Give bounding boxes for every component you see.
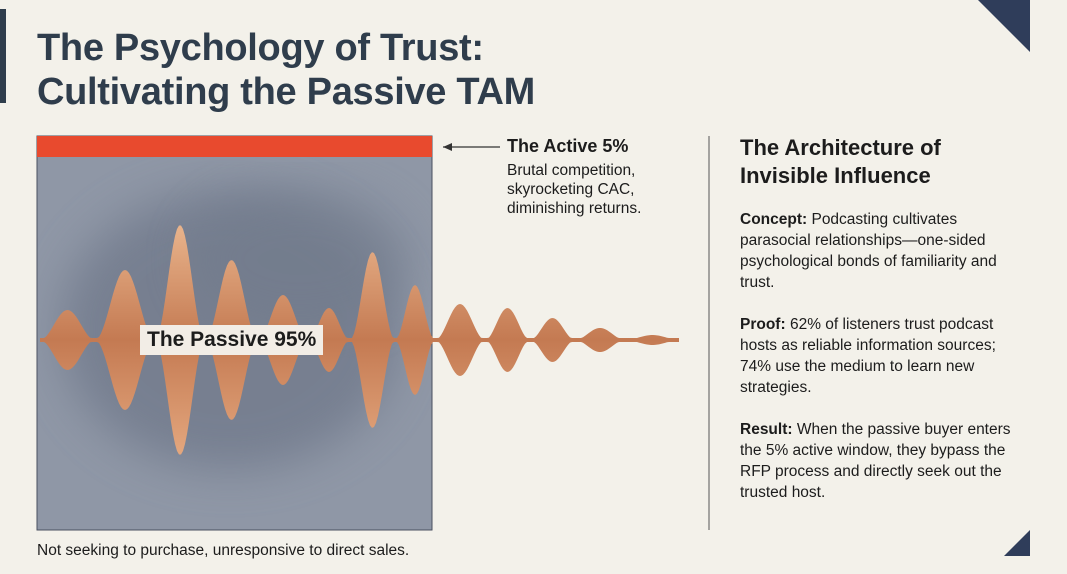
title: The Psychology of Trust: Cultivating the… xyxy=(37,26,535,114)
sidebar-items: Concept: Podcasting cultivates parasocia… xyxy=(740,209,1025,524)
active-strip xyxy=(37,136,432,157)
sidebar-heading: The Architecture of Invisible Influence xyxy=(740,135,941,188)
title-line: Cultivating the Passive TAM xyxy=(37,71,535,113)
accent-bar xyxy=(0,9,6,103)
sidebar-item: Concept: Podcasting cultivates parasocia… xyxy=(740,209,1025,293)
corner-bottom xyxy=(1004,530,1030,556)
item-term: Result: xyxy=(740,421,793,438)
item-term: Concept: xyxy=(740,211,808,228)
item-text: When the passive buyer enters the 5% act… xyxy=(740,421,1011,501)
passive-label: The Passive 95% xyxy=(140,325,324,355)
arrow-head xyxy=(443,143,452,151)
sidebar-item: Result: When the passive buyer enters th… xyxy=(740,419,1025,503)
caption: Not seeking to purchase, unresponsive to… xyxy=(37,542,410,559)
sidebar-item: Proof: 62% of listeners trust podcast ho… xyxy=(740,314,1025,398)
active-description: Brutal competition, skyrocketing CAC, di… xyxy=(507,162,642,217)
item-term: Proof: xyxy=(740,316,786,333)
corner-top xyxy=(978,0,1030,52)
title-line: The Psychology of Trust: xyxy=(37,27,484,69)
active-label: The Active 5% xyxy=(507,136,629,156)
waveform xyxy=(40,225,679,455)
item-text: 62% of listeners trust podcast hosts as … xyxy=(740,316,996,396)
item-text: Podcasting cultivates parasocial relatio… xyxy=(740,211,997,291)
